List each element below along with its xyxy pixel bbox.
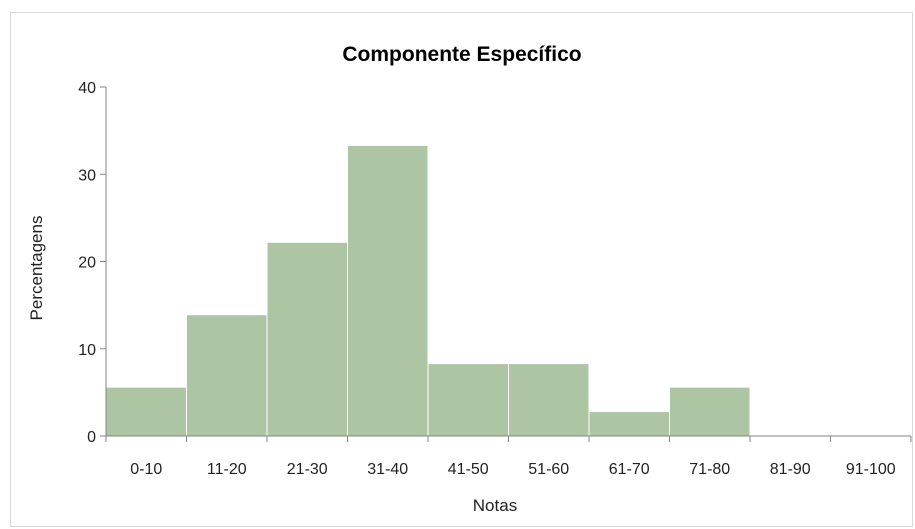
x-tick-label: 0-10 [130,461,162,478]
bars-group [105,144,751,437]
x-tick-label: 61-70 [609,461,650,478]
bar-71-80 [669,386,751,437]
y-tick-label: 10 [78,342,96,359]
y-tick-label: 30 [78,167,96,184]
x-tick-label: 11-20 [207,461,247,478]
x-ticks-group: 0-10 11-20 21-30 31-40 41-50 51-60 61-70 71-80 8… [105,436,912,478]
bar-61-70 [588,411,670,437]
bar-51-60 [508,363,590,437]
x-tick-label: 51-60 [528,461,569,478]
x-tick-label: 41-50 [448,461,489,478]
x-tick-label: 91-100 [846,461,896,478]
bar-11-20 [186,314,268,437]
x-tick-label: 71-80 [689,461,730,478]
y-tick-label: 20 [78,255,96,272]
bar-21-30 [266,241,348,437]
chart-frame [10,12,913,527]
chart-title: Componente Específico [342,43,581,66]
y-tick-label: 0 [87,429,96,446]
x-tick-label: 31-40 [367,461,408,478]
bar-41-50 [427,363,509,437]
bar-0-10 [105,386,187,437]
x-tick-label: 21-30 [287,461,328,478]
y-ticks-group: 0 10 20 30 40 [78,80,106,446]
y-tick-label: 40 [78,80,96,97]
x-tick-label: 81-90 [770,461,811,478]
x-axis-label: Notas [473,496,517,515]
bar-31-40 [347,144,429,437]
y-axis-label: Percentagens [27,216,46,321]
